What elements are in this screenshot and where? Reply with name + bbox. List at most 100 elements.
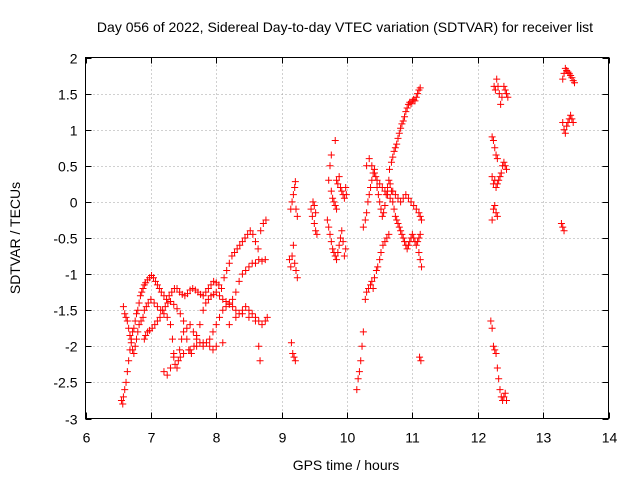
- data-point: [493, 364, 501, 372]
- data-point: [378, 212, 386, 220]
- data-point: [325, 176, 333, 184]
- data-point: [559, 75, 567, 83]
- data-point: [326, 162, 334, 170]
- data-point: [394, 220, 402, 228]
- data-point: [387, 158, 395, 166]
- data-point: [503, 165, 511, 173]
- x-tick-label: 12: [471, 430, 487, 446]
- data-point: [408, 230, 416, 238]
- data-point: [404, 194, 412, 202]
- data-point: [263, 313, 271, 321]
- data-point: [416, 84, 424, 92]
- data-point: [492, 209, 500, 217]
- data-point: [180, 317, 188, 325]
- data-point: [134, 306, 142, 314]
- data-point: [225, 259, 233, 267]
- data-point: [416, 212, 424, 220]
- data-point: [415, 234, 423, 242]
- data-point: [291, 357, 299, 365]
- data-point: [248, 310, 256, 318]
- data-point: [495, 375, 503, 383]
- data-point: [147, 295, 155, 303]
- data-point: [228, 252, 236, 260]
- data-point: [187, 350, 195, 358]
- data-point: [209, 346, 217, 354]
- data-point: [291, 259, 299, 267]
- data-point: [137, 317, 145, 325]
- data-point: [176, 310, 184, 318]
- data-point: [130, 350, 138, 358]
- data-point: [361, 216, 369, 224]
- data-point: [155, 285, 163, 293]
- data-point: [393, 140, 401, 148]
- data-point: [402, 108, 410, 116]
- data-point: [180, 328, 188, 336]
- y-tick-label: 1.5: [58, 87, 78, 103]
- data-point: [389, 187, 397, 195]
- data-point: [293, 274, 301, 282]
- data-point: [415, 248, 423, 256]
- data-point: [119, 303, 127, 311]
- data-point: [564, 68, 572, 76]
- data-point: [333, 176, 341, 184]
- data-point: [209, 328, 217, 336]
- data-point: [497, 100, 505, 108]
- data-point: [245, 306, 253, 314]
- data-point: [367, 281, 375, 289]
- data-point: [374, 263, 382, 271]
- y-tick-label: -1: [65, 267, 78, 283]
- data-point: [206, 342, 214, 350]
- data-point: [381, 202, 389, 210]
- data-point: [492, 350, 500, 358]
- data-point: [398, 120, 406, 128]
- data-point: [161, 303, 169, 311]
- data-point: [488, 216, 496, 224]
- data-point: [489, 342, 497, 350]
- data-point: [365, 191, 373, 199]
- data-point: [206, 335, 214, 343]
- data-point: [291, 183, 299, 191]
- data-point: [238, 238, 246, 246]
- data-point: [365, 155, 373, 163]
- data-point: [571, 79, 579, 87]
- data-point: [417, 357, 425, 365]
- data-point: [492, 183, 500, 191]
- data-point: [415, 209, 423, 217]
- data-point: [416, 230, 424, 238]
- data-point: [157, 288, 165, 296]
- data-point: [402, 191, 410, 199]
- data-point: [501, 86, 509, 94]
- data-point: [131, 317, 139, 325]
- data-point: [289, 191, 297, 199]
- x-tick-label: 8: [213, 430, 221, 446]
- data-point: [287, 339, 295, 347]
- data-point: [122, 378, 130, 386]
- data-point: [168, 335, 176, 343]
- data-point: [361, 295, 369, 303]
- data-point: [374, 191, 382, 199]
- data-point: [153, 281, 161, 289]
- data-point: [212, 288, 220, 296]
- data-point: [500, 393, 508, 401]
- data-point: [503, 396, 511, 404]
- data-point: [354, 375, 362, 383]
- data-point: [385, 230, 393, 238]
- data-point: [170, 300, 178, 308]
- data-point: [180, 350, 188, 358]
- data-point: [232, 313, 240, 321]
- data-point: [125, 324, 133, 332]
- data-point: [369, 285, 377, 293]
- data-point: [245, 313, 253, 321]
- data-point: [123, 368, 131, 376]
- data-point: [229, 295, 237, 303]
- data-point: [376, 180, 384, 188]
- data-point: [199, 339, 207, 347]
- data-point: [257, 227, 265, 235]
- y-tick-label: 1: [70, 123, 78, 139]
- data-point: [225, 321, 233, 329]
- data-point: [380, 209, 388, 217]
- data-point: [492, 151, 500, 159]
- data-point: [372, 173, 380, 181]
- data-point: [288, 198, 296, 206]
- data-point: [313, 230, 321, 238]
